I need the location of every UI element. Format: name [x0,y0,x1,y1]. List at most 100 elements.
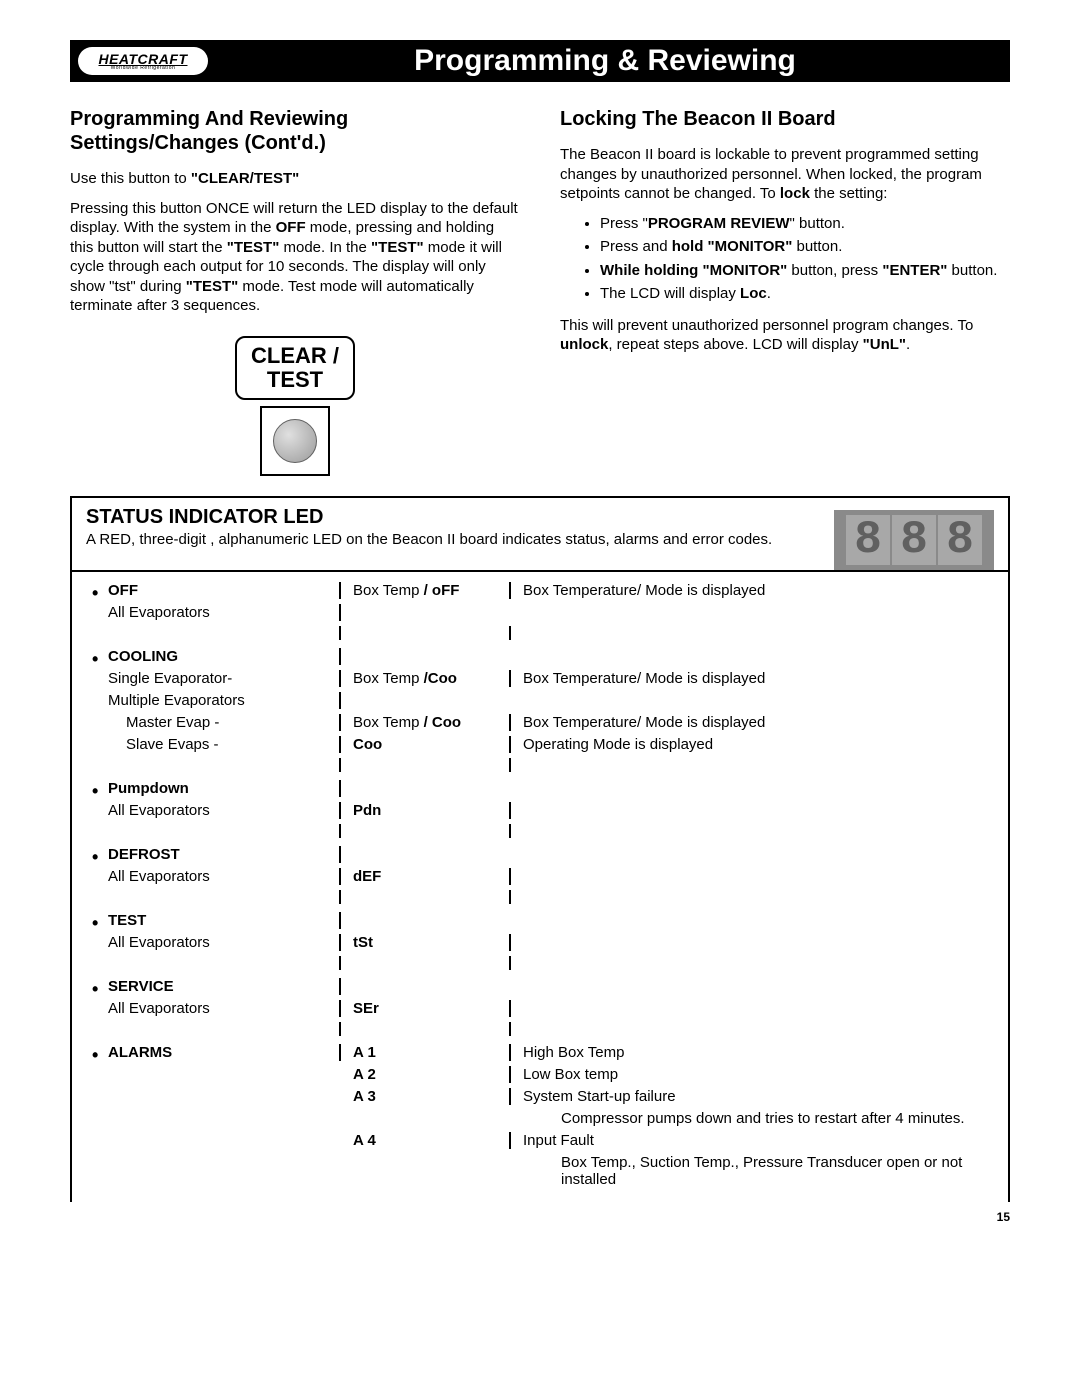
mode-label: SERVICE [86,978,341,995]
text: Press and [600,238,672,255]
table-row: ALARMS A 1 High Box Temp [86,1044,994,1066]
table-row: Single Evaporator- Box Temp /Coo Box Tem… [86,670,994,692]
text: Use this button to [70,170,191,187]
gap [86,758,994,780]
logo-main: HEATCRAFT [98,52,187,66]
desc-col: Compressor pumps down and tries to resta… [511,1110,994,1127]
desc-col: Box Temperature/ Mode is displayed [511,582,994,599]
table-row: Multiple Evaporators [86,692,994,714]
text: the setting: [810,185,888,202]
sub-label: Master Evap - [86,714,341,731]
gap [86,824,994,846]
table-row: A 2 Low Box temp [86,1066,994,1088]
table-row: Box Temp., Suction Temp., Pressure Trans… [86,1154,994,1188]
gap [86,626,994,648]
desc-col: Input Fault [511,1132,994,1149]
table-row: DEFROST [86,846,994,868]
text: button. [792,238,842,255]
text: This will prevent unauthorized personnel… [560,317,973,334]
code-col: dEF [341,868,511,885]
code-col: Coo [341,736,511,753]
text: button, press [787,262,882,279]
table-row: All Evaporators dEF [86,868,994,890]
code-col: A 4 [341,1132,511,1149]
text-bold: lock [780,185,810,202]
desc-col: System Start-up failure [511,1088,994,1105]
text: TEST [267,367,323,392]
left-p2: Pressing this button ONCE will return th… [70,199,520,316]
status-title: STATUS INDICATOR LED [86,506,814,529]
table-row: All Evaporators SEr [86,1000,994,1022]
gap [86,890,994,912]
text: Box Temp [353,582,424,599]
sub-label: Multiple Evaporators [86,692,341,709]
clear-test-illustration: CLEAR / TEST [70,336,520,476]
text-bold: "UnL" [863,336,906,353]
page-number: 15 [70,1210,1010,1224]
code-col: A 3 [341,1088,511,1105]
page-title: Programming & Reviewing [208,44,1002,78]
text-bold: unlock [560,336,608,353]
right-p2: This will prevent unauthorized personnel… [560,316,1010,355]
sub-label: Single Evaporator- [86,670,341,687]
step-3: While holding "MONITOR" button, press "E… [600,261,1010,281]
sub-label: All Evaporators [86,868,341,885]
mode-label: DEFROST [86,846,341,863]
text-bold: Loc [740,285,767,302]
text-bold: / oFF [424,582,460,599]
status-header: STATUS INDICATOR LED A RED, three-digit … [72,498,1008,572]
text: Press " [600,215,648,232]
desc-col: Operating Mode is displayed [511,736,994,753]
code-col: A 2 [341,1066,511,1083]
left-heading: Programming And Reviewing Settings/Chang… [70,107,520,155]
table-row: Compressor pumps down and tries to resta… [86,1110,994,1132]
text: " button. [790,215,845,232]
table-row: Slave Evaps - Coo Operating Mode is disp… [86,736,994,758]
code-col: Box Temp / oFF [341,582,511,599]
sub-label: All Evaporators [86,604,341,621]
logo-sub: Worldwide Refrigeration [111,66,176,71]
text-bold: While holding "MONITOR" [600,262,787,279]
text: , repeat steps above. LCD will display [608,336,862,353]
code-col: Box Temp /Coo [341,670,511,687]
seven-segment-icon: 8 [846,515,890,565]
clear-test-label: CLEAR / TEST [235,336,355,400]
left-column: Programming And Reviewing Settings/Chang… [70,107,520,476]
text: Box Temp [353,714,424,731]
heatcraft-logo: HEATCRAFT Worldwide Refrigeration [78,47,208,75]
text-bold: "TEST" [186,278,239,295]
table-row: All Evaporators [86,604,994,626]
code-col: SEr [341,1000,511,1017]
right-column: Locking The Beacon II Board The Beacon I… [560,107,1010,476]
table-row: A 3 System Start-up failure [86,1088,994,1110]
text-bold: /Coo [424,670,457,687]
text: The Beacon II board is lockable to preve… [560,146,982,202]
clear-test-button-frame [260,406,330,476]
text-bold: "TEST" [371,239,424,256]
step-1: Press "PROGRAM REVIEW" button. [600,214,1010,234]
text-bold: "ENTER" [882,262,947,279]
mode-label: TEST [86,912,341,929]
right-heading: Locking The Beacon II Board [560,107,1010,131]
desc-col: Box Temp., Suction Temp., Pressure Trans… [511,1154,994,1188]
two-column-section: Programming And Reviewing Settings/Chang… [70,107,1010,476]
mode-label: ALARMS [86,1044,341,1061]
desc-col: High Box Temp [511,1044,994,1061]
table-row: COOLING [86,648,994,670]
left-p1: Use this button to "CLEAR/TEST" [70,169,520,189]
seven-segment-icon: 8 [892,515,936,565]
lock-steps: Press "PROGRAM REVIEW" button. Press and… [560,214,1010,304]
text: CLEAR / [251,343,339,368]
text-bold: "CLEAR/TEST" [191,170,299,187]
code-col: tSt [341,934,511,951]
sub-label: Slave Evaps - [86,736,341,753]
desc-col: Box Temperature/ Mode is displayed [511,670,994,687]
text-bold: hold "MONITOR" [672,238,793,255]
right-p1: The Beacon II board is lockable to preve… [560,145,1010,204]
step-4: The LCD will display Loc. [600,284,1010,304]
text-bold: OFF [276,219,306,236]
desc-col: Low Box temp [511,1066,994,1083]
table-row: OFF Box Temp / oFF Box Temperature/ Mode… [86,582,994,604]
table-row: All Evaporators tSt [86,934,994,956]
table-row: TEST [86,912,994,934]
